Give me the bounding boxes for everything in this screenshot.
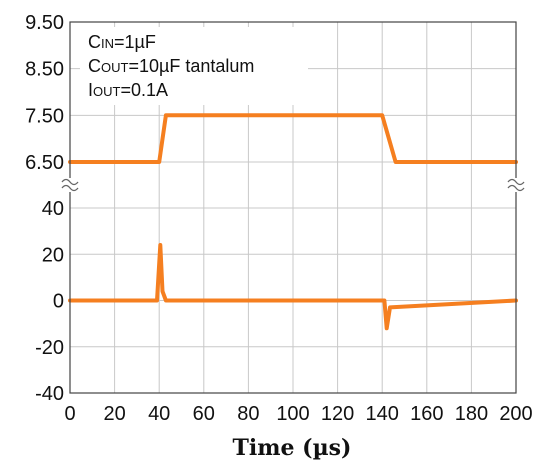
axis-break-wave: [61, 184, 79, 192]
x-tick-label: 80: [237, 403, 259, 425]
x-tick-label: 120: [321, 403, 354, 425]
lower-y-tick-label: 40: [42, 198, 64, 220]
x-tick-label: 40: [148, 403, 170, 425]
lower-y-tick-label: -40: [35, 383, 64, 405]
upper-y-tick-label: 6.50: [25, 152, 64, 174]
x-tick-label: 20: [103, 403, 125, 425]
x-tick-label: 100: [276, 403, 309, 425]
plot-frame: [69, 21, 517, 394]
x-tick-label: 0: [64, 403, 75, 425]
series-line-upper: [68, 113, 518, 164]
annotation-iout-rest: =0.1A: [120, 80, 168, 100]
annotation-cin-rest: =1µF: [114, 32, 156, 52]
lower-y-tick-label: 20: [42, 244, 64, 266]
annotation-cin-main: C: [88, 32, 101, 52]
x-tick-label: 200: [499, 403, 532, 425]
annotation-cin-sub: IN: [101, 36, 114, 51]
axis-break-gap: [507, 178, 525, 192]
annotation-cout: COUT=10µF tantalum: [88, 56, 254, 76]
x-tick-label: 160: [410, 403, 443, 425]
y-tick-labels: 9.50 8.50 7.50 6.50 40 20 0 -20 -40: [25, 12, 64, 405]
axis-break-wave: [507, 178, 525, 186]
annotation-iout-main: I: [88, 80, 93, 100]
series-line-lower: [68, 243, 518, 331]
x-tick-label: 60: [193, 403, 215, 425]
annotation-iout: IOUT=0.1A: [88, 80, 168, 100]
x-tick-labels: 0 20 40 60 80 100 120 140 160 180 200: [64, 403, 532, 425]
x-tick-label: 180: [455, 403, 488, 425]
annotation-cin: CIN=1µF: [88, 32, 156, 52]
annotation-cout-rest: =10µF tantalum: [128, 56, 254, 76]
data-lines: [68, 113, 518, 331]
axis-break-wave: [61, 178, 79, 186]
axis-break-wave: [507, 184, 525, 192]
axis-break-gap: [61, 178, 79, 192]
x-axis-label: Time (µs): [233, 435, 352, 461]
lower-y-tick-label: 0: [53, 291, 64, 313]
x-tick-label: 140: [366, 403, 399, 425]
annotation-cout-sub: OUT: [101, 60, 129, 75]
axis-break-marks: [61, 178, 525, 192]
upper-y-tick-label: 9.50: [25, 12, 64, 34]
upper-y-tick-label: 7.50: [25, 105, 64, 127]
annotation-iout-sub: OUT: [93, 84, 121, 99]
conditions-annotation: CIN=1µF COUT=10µF tantalum IOUT=0.1A: [80, 27, 308, 105]
upper-y-tick-label: 8.50: [25, 59, 64, 81]
annotation-box: [80, 27, 308, 105]
lower-y-tick-label: -20: [35, 337, 64, 359]
annotation-cout-main: C: [88, 56, 101, 76]
